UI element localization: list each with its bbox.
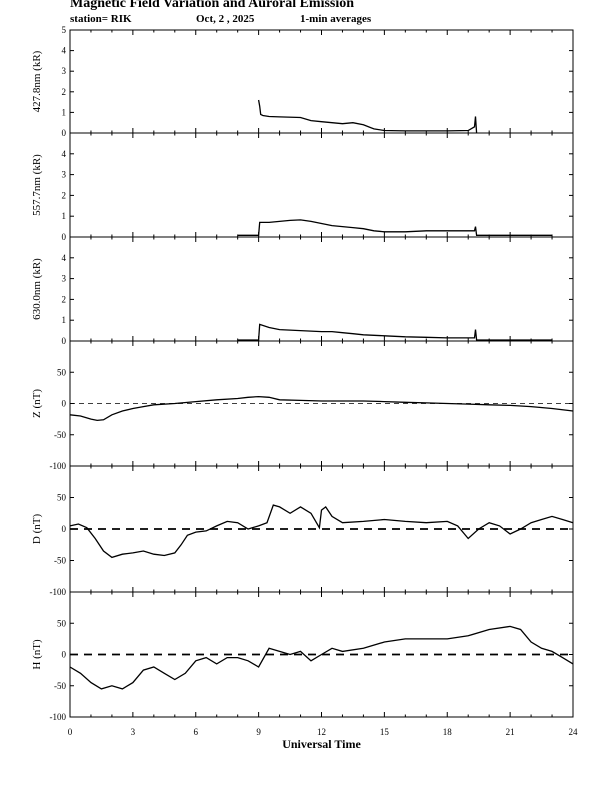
x-tick-label: 15 <box>380 727 390 737</box>
emission-6300-ytick-label: 1 <box>62 315 67 325</box>
averaging-label: 1-min averages <box>300 13 372 25</box>
x-tick-label: 12 <box>317 727 326 737</box>
d-field-ytick-label: -50 <box>54 556 66 566</box>
x-tick-label: 6 <box>194 727 199 737</box>
x-tick-label: 18 <box>443 727 453 737</box>
chart-title: Magnetic Field Variation and Auroral Emi… <box>70 0 355 11</box>
h-field-series-line <box>69 625 574 690</box>
z-field-ylabel: Z (nT) <box>31 389 43 418</box>
emission-6300-ytick-label: 3 <box>62 274 67 284</box>
emission-4278-ylabel: 427.8nm (kR) <box>31 50 43 112</box>
emission-4278-series-line <box>257 99 478 134</box>
h-field-ylabel: H (nT) <box>31 639 43 670</box>
z-field-ytick-label: -50 <box>54 430 66 440</box>
emission-5577-ytick-label: 1 <box>62 211 67 221</box>
x-tick-label: 3 <box>131 727 136 737</box>
emission-5577-ytick-label: 4 <box>62 149 67 159</box>
emission-5577-ytick-label: 3 <box>62 170 67 180</box>
emission-6300-ytick-label: 0 <box>62 336 67 346</box>
x-tick-label: 0 <box>68 727 73 737</box>
d-field-ytick-label: -100 <box>50 587 67 597</box>
emission-6300-series-line <box>237 323 552 341</box>
d-field-ytick-label: 0 <box>62 524 67 534</box>
date-label: Oct, 2 , 2025 <box>196 13 255 25</box>
emission-6300-ytick-label: 2 <box>62 294 67 304</box>
d-field-series-line <box>69 504 574 559</box>
station-label: station= RIK <box>70 13 132 25</box>
d-field-ylabel: D (nT) <box>31 514 43 545</box>
h-field-ytick-label: -100 <box>50 712 67 722</box>
emission-4278-ytick-label: 3 <box>62 66 67 76</box>
emission-4278-ytick-label: 5 <box>62 25 67 35</box>
emission-6300-ylabel: 630.0nm (kR) <box>31 258 43 320</box>
x-tick-label: 9 <box>256 727 261 737</box>
emission-5577-ylabel: 557.7nm (kR) <box>31 154 43 216</box>
emission-4278-ytick-label: 0 <box>62 128 67 138</box>
z-field-ytick-label: 50 <box>57 367 67 377</box>
h-field-ytick-label: 50 <box>57 618 67 628</box>
z-field-ytick-label: 0 <box>62 399 67 409</box>
x-tick-label: 21 <box>506 727 515 737</box>
x-tick-label: 24 <box>569 727 579 737</box>
emission-5577-ytick-label: 0 <box>62 232 67 242</box>
h-field-ytick-label: -50 <box>54 681 66 691</box>
emission-5577-ytick-label: 2 <box>62 190 67 200</box>
emission-4278-ytick-label: 1 <box>62 107 67 117</box>
emission-4278-ytick-label: 2 <box>62 87 67 97</box>
x-axis-label: Universal Time <box>282 737 361 751</box>
d-field-ytick-label: 50 <box>57 493 67 503</box>
emission-4278-frame <box>69 29 574 134</box>
emission-5577-frame <box>69 132 574 238</box>
emission-5577-series-line <box>237 219 552 236</box>
emission-6300-ytick-label: 4 <box>62 253 67 263</box>
h-field-ytick-label: 0 <box>62 650 67 660</box>
z-field-ytick-label: -100 <box>50 461 67 471</box>
emission-4278-ytick-label: 4 <box>62 46 67 56</box>
emission-6300-frame <box>69 236 574 342</box>
z-field-series-line <box>69 395 574 422</box>
